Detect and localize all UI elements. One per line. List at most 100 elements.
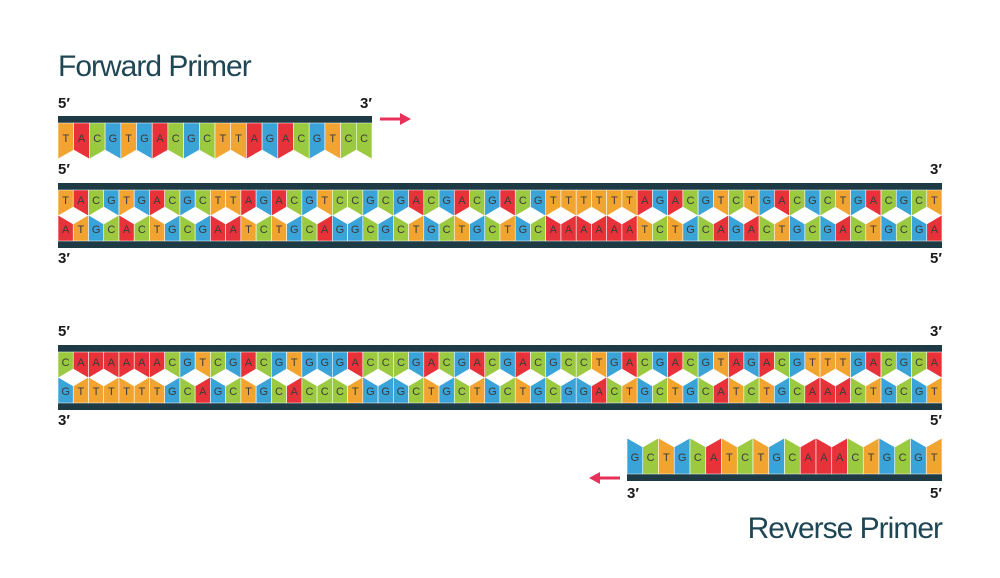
base-letter: G [442,386,451,398]
base-letter: T [123,386,130,398]
base-letter: T [352,386,359,398]
base-letter: G [351,224,360,236]
base-letter: T [245,224,252,236]
base-letter: C [610,386,618,398]
strand-end-label: 3′ [360,95,372,112]
base-letter: A [77,195,85,207]
strand-end-label: 3′ [58,412,70,429]
base-letter: C [732,195,740,207]
base-letter: T [672,224,679,236]
base-letter: C [168,357,176,369]
base-letter: T [931,386,938,398]
base-letter: G [534,386,543,398]
base-letter: T [596,195,603,207]
base-letter: G [686,224,695,236]
base-letter: T [504,224,511,236]
base-letter: C [854,386,862,398]
base-letter: C [519,195,527,207]
base-letter: C [260,357,268,369]
base-letter: C [443,224,451,236]
base-letter: C [138,224,146,236]
strand-end-label: 5′ [58,95,70,112]
base-letter: G [397,386,406,398]
base-letter: C [306,224,314,236]
base-letter: C [297,133,305,145]
base-letter: T [291,357,298,369]
base-letter: G [772,452,781,464]
base-letter: G [631,452,640,464]
base-letter: C [321,386,329,398]
strand-end-label: 3′ [930,161,942,178]
base-letter: C [565,357,573,369]
base-letter: C [656,224,664,236]
strand-end-label: 3′ [627,485,639,502]
base-letter: T [733,386,740,398]
base-letter: C [793,195,801,207]
base-letter: C [915,357,923,369]
base-letter: A [291,386,299,398]
base-letter: T [215,195,222,207]
base-letter: G [747,357,756,369]
forward-arrow [380,113,411,125]
base-letter: C [702,386,710,398]
strand-end-label: 5′ [930,250,942,267]
base-letter: A [820,452,828,464]
base-letter: A [321,224,329,236]
base-letter: C [214,357,222,369]
base-letter: T [519,386,526,398]
base-letter: G [900,195,909,207]
base-letter: T [626,386,633,398]
base-letter: G [701,357,710,369]
base-letter: C [199,195,207,207]
base-letter: G [701,195,710,207]
base-letter: A [245,357,253,369]
base-letter: C [851,452,859,464]
backbone [58,345,942,352]
base-letter: T [413,224,420,236]
base-letter: A [839,386,847,398]
base-letter: C [382,195,390,207]
base-letter: G [381,386,390,398]
base-letter: T [276,224,283,236]
base-letter: C [687,357,695,369]
base-letter: G [183,195,192,207]
base-letter: C [184,224,192,236]
base-letter: G [473,224,482,236]
base-letter: G [109,133,118,145]
base-letter: C [885,357,893,369]
base-letter: A [611,224,619,236]
base-letter: G [732,224,741,236]
base-letter: G [580,386,589,398]
base-letter: G [305,195,314,207]
base-letter: A [62,224,70,236]
base-letter: G [140,133,149,145]
base-letter: A [931,224,939,236]
base-letter: G [641,386,650,398]
base-letter: C [427,195,435,207]
base-letter: G [61,386,70,398]
base-letter: T [199,357,206,369]
base-letter: C [107,224,115,236]
nucleotide [355,122,373,160]
base-letter: T [428,386,435,398]
base-letter: T [726,452,733,464]
base-letter: A [108,357,116,369]
nucleotide [926,376,943,404]
base-letter: G [259,386,268,398]
base-letter: T [931,452,938,464]
base-letter: T [641,224,648,236]
base-letter: T [611,195,618,207]
base-letter: G [656,357,665,369]
base-letter: G [412,357,421,369]
base-letter: G [656,195,665,207]
base-letter: T [580,195,587,207]
base-letter: G [305,357,314,369]
base-letter: A [804,452,812,464]
backbone [58,403,942,410]
base-letter: T [62,195,69,207]
base-letter: C [203,133,211,145]
base-letter: C [900,386,908,398]
base-letter: A [230,224,238,236]
base-letter: C [443,357,451,369]
